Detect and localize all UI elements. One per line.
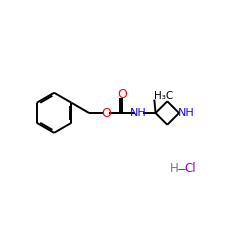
Text: −: − bbox=[176, 162, 186, 175]
Text: O: O bbox=[117, 88, 127, 101]
Text: Cl: Cl bbox=[185, 162, 196, 175]
Text: NH: NH bbox=[178, 108, 194, 118]
Text: NH: NH bbox=[130, 108, 147, 118]
Text: H: H bbox=[170, 162, 178, 175]
Text: H₃C: H₃C bbox=[154, 92, 173, 102]
Text: O: O bbox=[102, 106, 112, 120]
